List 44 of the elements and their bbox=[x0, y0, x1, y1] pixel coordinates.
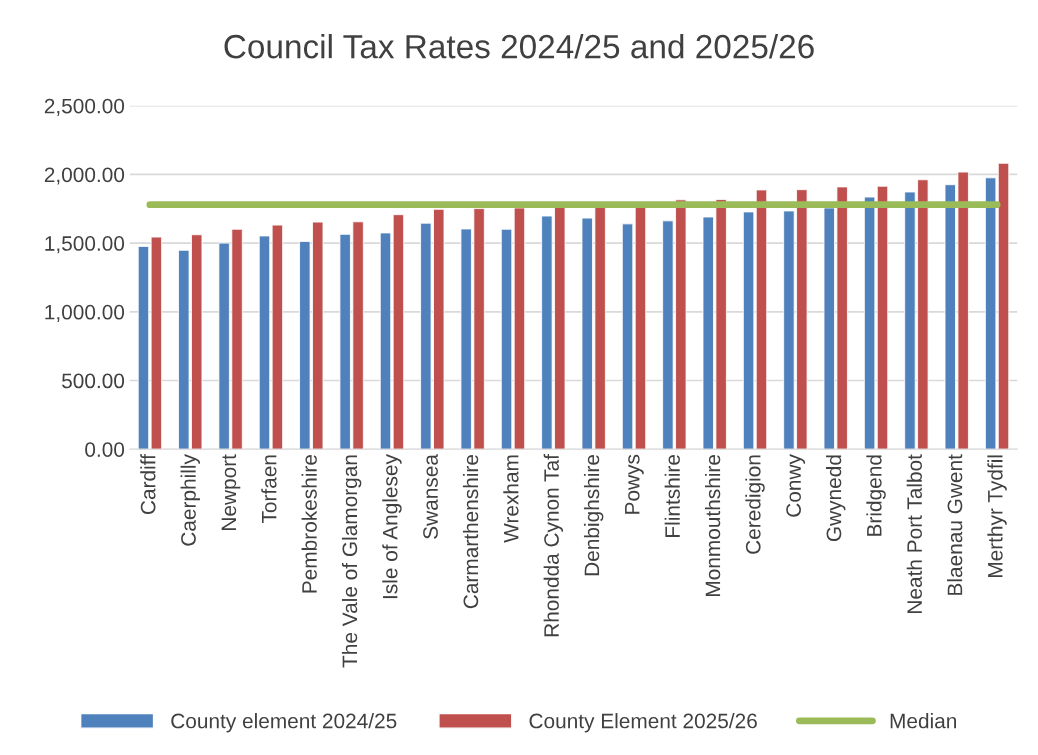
y-tick-label: 2,500.00 bbox=[44, 98, 125, 116]
x-tick-label: Cardiff bbox=[140, 454, 156, 515]
x-tick-label: The Vale of Glamorgan bbox=[341, 455, 362, 668]
x-tick-label: Gwynedd bbox=[826, 455, 846, 542]
legend-label: County Element 2025/26 bbox=[529, 713, 757, 733]
x-tick-label: Carmarthenshire bbox=[462, 455, 479, 609]
bar bbox=[513, 207, 526, 450]
y-tick-label: 1,000.00 bbox=[45, 304, 125, 323]
y-tick-label: 500.00 bbox=[62, 373, 125, 389]
x-tick-label: Conwy bbox=[786, 454, 806, 517]
x-tick-label: Wrexham bbox=[503, 455, 519, 543]
bar bbox=[500, 228, 513, 450]
x-tick-label: Bridgend bbox=[866, 455, 886, 536]
x-tick-label: Denbighshire bbox=[583, 455, 604, 576]
y-tick-label: 2,000.00 bbox=[44, 167, 125, 185]
bar bbox=[271, 224, 284, 450]
bar bbox=[392, 214, 405, 450]
x-tick-label: Swansea bbox=[423, 454, 438, 539]
x-tick-label: Torfaen bbox=[261, 455, 277, 524]
legend-label: Median bbox=[890, 713, 956, 729]
x-tick-label: Powys bbox=[625, 454, 644, 514]
x-tick-label: Newport bbox=[221, 454, 241, 530]
x-tick-label: Merthyr Tydfil bbox=[987, 455, 1007, 578]
chart-title: Council Tax Rates 2024/25 and 2025/26 bbox=[224, 33, 814, 59]
x-tick-label: Blaenau Gwent bbox=[947, 454, 963, 595]
y-tick-label: 1,500.00 bbox=[45, 236, 125, 254]
x-tick-label: Rhondda Cynon Taf bbox=[543, 454, 564, 637]
bar bbox=[755, 189, 768, 450]
x-tick-label: Pembrokeshire bbox=[301, 455, 317, 593]
x-tick-label: Ceredigion bbox=[745, 455, 765, 554]
x-tick-label: Flintshire bbox=[664, 455, 680, 537]
bar bbox=[863, 196, 876, 450]
bar bbox=[742, 211, 755, 450]
x-tick-label: Caerphilly bbox=[180, 454, 200, 546]
bar bbox=[876, 185, 889, 450]
y-tick-label: 0.00 bbox=[85, 442, 125, 457]
bar bbox=[621, 223, 634, 450]
bar bbox=[379, 232, 392, 450]
x-tick-label: Monmouthshire bbox=[704, 455, 721, 596]
legend-label: County element 2024/25 bbox=[171, 713, 397, 733]
bar bbox=[258, 235, 271, 450]
x-tick-label: Neath Port Talbot bbox=[906, 454, 922, 613]
x-tick-label: Isle of Anglesey bbox=[382, 454, 402, 599]
bar bbox=[634, 205, 647, 450]
